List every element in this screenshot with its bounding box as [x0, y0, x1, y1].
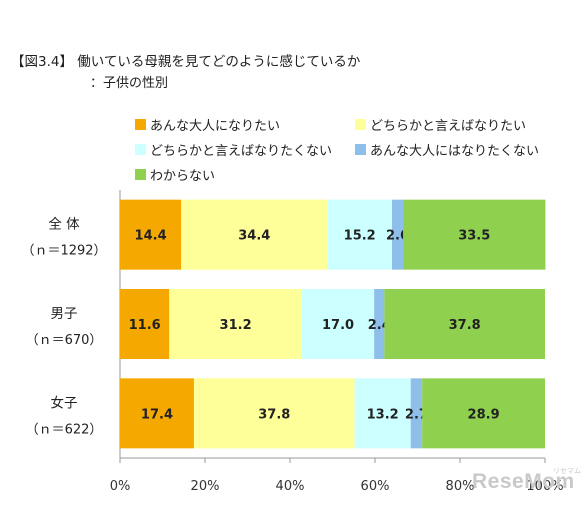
bar-segment: [354, 378, 411, 449]
x-tick-label: 0%: [110, 479, 131, 494]
data-label: 37.8: [449, 318, 481, 333]
legend-label-3: どちらかと言えばなりたくない: [150, 144, 333, 159]
legend-swatch-4: [355, 144, 366, 155]
category-n-label: （ｎ＝1292）: [21, 244, 106, 259]
category-label: 全 体: [48, 216, 80, 233]
legend-item-1: あんな大人になりたい: [135, 115, 280, 134]
legend-label-5: わからない: [150, 169, 216, 184]
data-label: 13.2: [367, 407, 399, 422]
watermark-logo: ReseMom: [472, 470, 575, 493]
data-label: 17.0: [322, 318, 354, 333]
data-label: 37.8: [258, 407, 290, 422]
bar-segment: [120, 378, 194, 449]
bar-segment: [384, 289, 545, 359]
bar-segment: [403, 199, 546, 270]
category-n-label: （ｎ＝670）: [26, 333, 103, 348]
legend-swatch-3: [135, 144, 146, 155]
data-label: 14.4: [135, 229, 167, 244]
bar-segment: [193, 378, 355, 449]
x-tick-label: 100%: [526, 479, 563, 494]
legend-label-2: どちらかと言えばなりたい: [370, 119, 527, 134]
legend-label-4: あんな大人にはなりたくない: [370, 144, 540, 159]
bar-segment: [422, 378, 545, 449]
category-n-label: （ｎ＝622）: [26, 422, 103, 437]
bar-segment: [181, 199, 328, 270]
data-label: 34.4: [238, 229, 270, 244]
x-tick-label: 20%: [191, 479, 220, 494]
x-tick-label: 40%: [276, 479, 305, 494]
data-label: 28.9: [468, 407, 500, 422]
chart-title: 【図3.4】 働いている母親を見てどのように感じているか: [11, 54, 361, 70]
legend-swatch-1: [135, 119, 146, 130]
legend-swatch-2: [355, 119, 366, 130]
legend-item-4: あんな大人にはなりたくない: [355, 140, 539, 159]
chart-subtitle: ：子供の性別: [90, 76, 169, 91]
watermark-small: リセマム: [553, 467, 581, 475]
bar-segment: [327, 199, 392, 270]
bar-segment: [410, 378, 423, 449]
data-label: 11.6: [129, 318, 161, 333]
legend-item-5: わからない: [135, 165, 215, 184]
legend-label-1: あんな大人になりたい: [150, 119, 281, 134]
bar-segment: [120, 199, 182, 270]
x-tick-label: 60%: [361, 479, 390, 494]
legend-swatch-5: [135, 169, 146, 180]
bar-segment: [169, 289, 302, 359]
legend-item-3: どちらかと言えばなりたくない: [135, 140, 332, 159]
bar-segment: [374, 289, 385, 359]
category-label: 女子: [51, 394, 78, 411]
data-label: 17.4: [141, 407, 173, 422]
legend-item-2: どちらかと言えばなりたい: [355, 115, 526, 134]
bar-segment: [120, 289, 170, 359]
bar-segment: [301, 289, 375, 359]
data-label: 15.2: [344, 229, 376, 244]
category-label: 男子: [51, 306, 78, 322]
data-label: 33.5: [458, 229, 490, 244]
data-label: 31.2: [220, 318, 252, 333]
x-tick-label: 80%: [446, 479, 475, 494]
bar-segment: [392, 199, 404, 270]
